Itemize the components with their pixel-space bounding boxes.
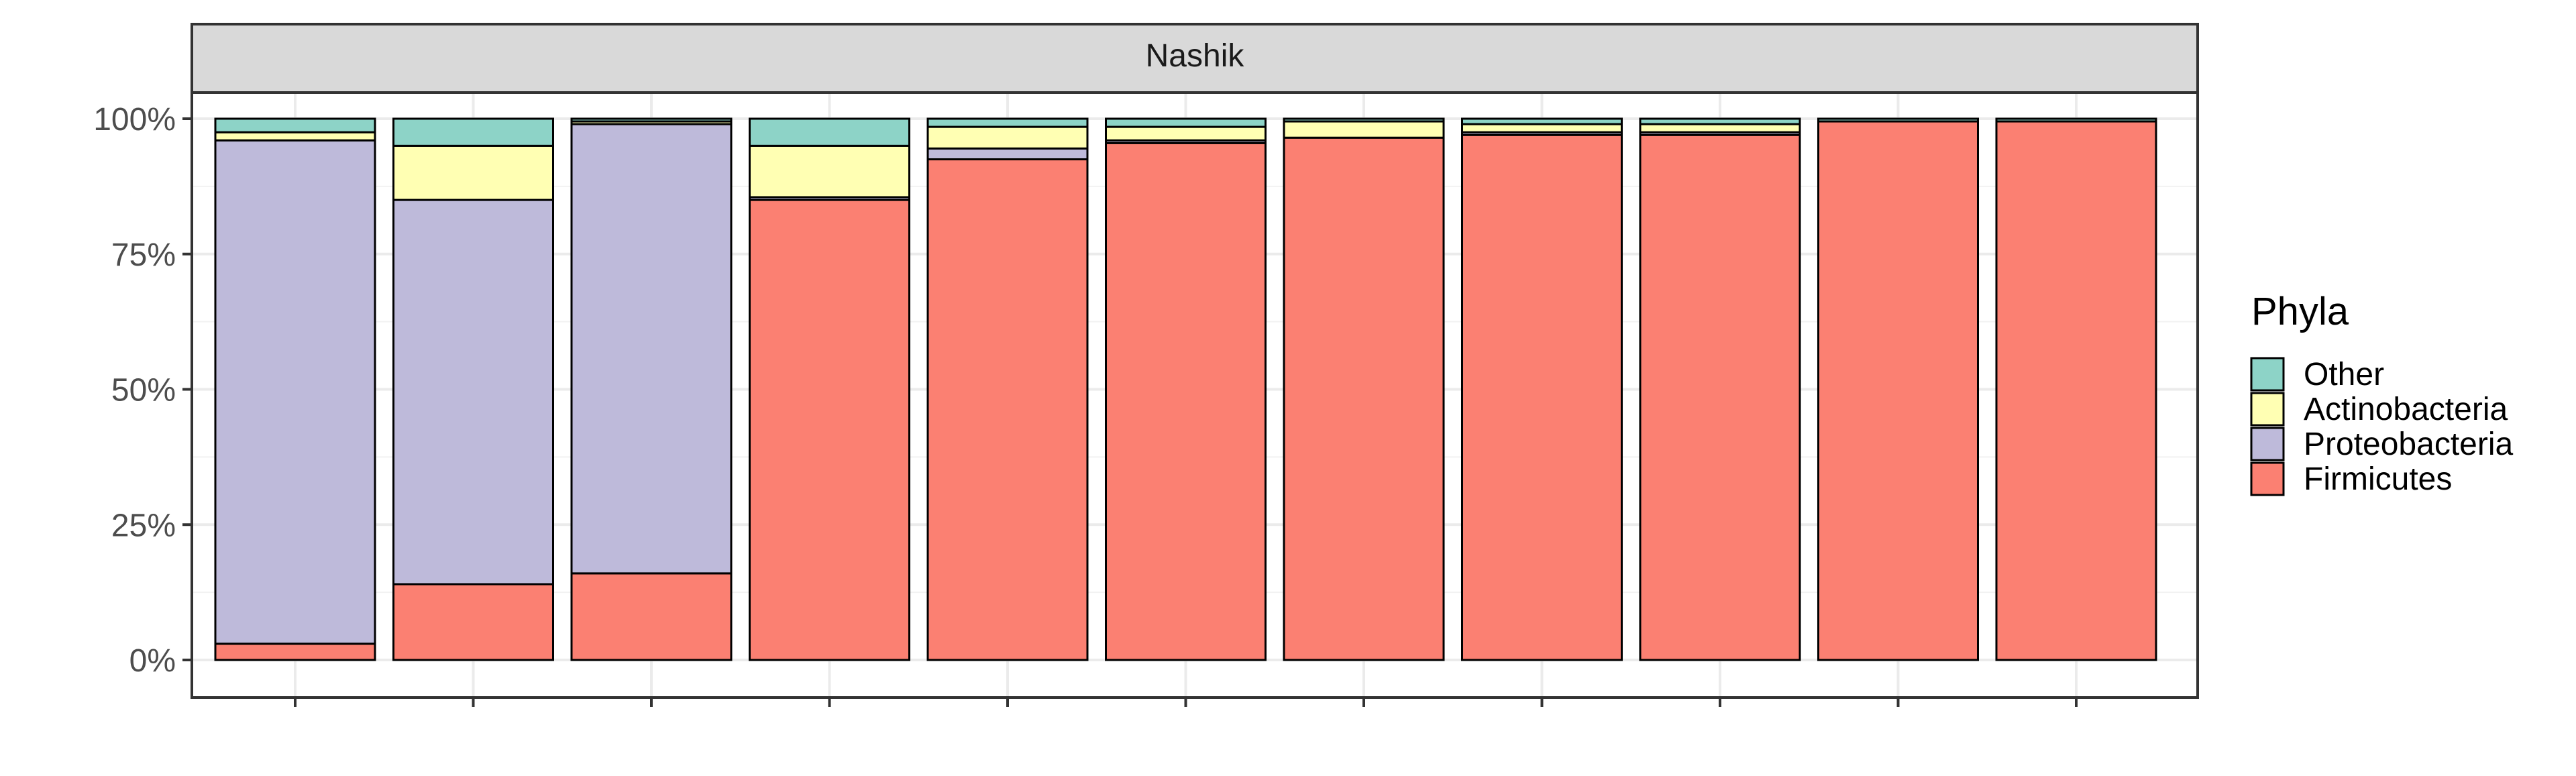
bar-segment-proteobacteria (214, 139, 376, 645)
legend-key-firmicutes (2250, 461, 2285, 496)
bar-segment-other (570, 117, 733, 123)
legend: Phyla OtherActinobacteriaProteobacteriaF… (2250, 290, 2513, 497)
legend-label-actinobacteria: Actinobacteria (2304, 392, 2508, 427)
bar-segment-proteobacteria (392, 199, 554, 586)
bar-segment-firmicutes (1461, 133, 1623, 661)
bar-segment-firmicutes (1105, 142, 1267, 661)
axis-layer: 0% 25% 50% 75% 100% (93, 102, 2078, 707)
y-tick-label: 0% (129, 643, 176, 679)
bar-segment-firmicutes (392, 583, 554, 661)
bar-segment-actinobacteria (1639, 123, 1801, 133)
legend-key-proteobacteria (2250, 427, 2285, 461)
legend-label-other: Other (2304, 357, 2384, 392)
bar-segment-firmicutes (1995, 120, 2157, 661)
bar-segment-firmicutes (1283, 136, 1445, 661)
bar-segment-actinobacteria (1283, 120, 1445, 139)
bar-segment-other (1105, 117, 1267, 128)
legend-label-firmicutes: Firmicutes (2304, 461, 2452, 497)
bar-segment-other (1283, 117, 1445, 123)
bar-segment-firmicutes (570, 572, 733, 661)
bar-segment-actinobacteria (214, 131, 376, 142)
bar-segment-other (1461, 117, 1623, 125)
bar-segment-actinobacteria (392, 144, 554, 201)
legend-label-proteobacteria: Proteobacteria (2304, 427, 2513, 462)
bar-segment-other (214, 117, 376, 133)
y-tick-label: 75% (111, 237, 176, 273)
legend-key-actinobacteria (2250, 392, 2285, 427)
bar-segment-firmicutes (214, 643, 376, 661)
bar-segment-firmicutes (1817, 120, 1979, 661)
bar-layer (214, 117, 2157, 661)
legend-title: Phyla (2251, 290, 2349, 333)
bar-segment-proteobacteria (570, 123, 733, 575)
bar-segment-other (749, 117, 910, 147)
bar-segment-firmicutes (926, 158, 1089, 661)
bar-segment-other (1639, 117, 1801, 125)
facet-strip-label: Nashik (1146, 38, 1245, 74)
bar-segment-actinobacteria (926, 125, 1089, 150)
bar-segment-other (392, 117, 554, 147)
y-tick-label: 25% (111, 508, 176, 543)
legend-key-other (2250, 357, 2285, 392)
bar-segment-other (1995, 117, 2157, 123)
bar-segment-other (926, 117, 1089, 128)
y-tick-label: 100% (93, 102, 176, 137)
bar-segment-actinobacteria (1461, 123, 1623, 133)
bar-segment-firmicutes (1639, 133, 1801, 661)
y-tick-label: 50% (111, 373, 176, 408)
bar-segment-proteobacteria (926, 147, 1089, 161)
bar-segment-actinobacteria (749, 144, 910, 199)
bar-segment-actinobacteria (1105, 125, 1267, 142)
bar-segment-other (1817, 117, 1979, 123)
facet-strip (191, 23, 2199, 94)
bar-segment-firmicutes (749, 199, 910, 661)
